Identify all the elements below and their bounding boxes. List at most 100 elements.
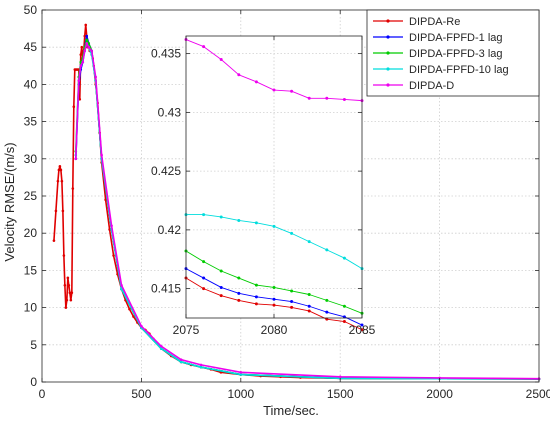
inset-point-dipda-fpfd-10-lag: [237, 218, 241, 222]
legend-marker-dipda-fpfd-3-lag: [386, 51, 390, 55]
main-point-dipda-re: [60, 179, 64, 183]
inset-point-dipda-d: [307, 96, 311, 100]
main-point-dipda-re: [112, 254, 115, 257]
inset-point-dipda-fpfd-1-lag: [307, 304, 311, 308]
y-axis-label: Velocity RMSE/(m/s): [2, 142, 17, 261]
inset-x-tick-label: 2085: [349, 323, 376, 337]
main-point-dipda-d: [94, 75, 97, 79]
main-point-dipda-d: [159, 344, 163, 348]
main-point-dipda-re: [104, 198, 107, 202]
main-point-dipda-re: [71, 187, 75, 190]
inset-point-dipda-re: [237, 298, 241, 302]
inset-y-tick-label: 0.43: [158, 105, 182, 119]
legend-label-dipda-fpfd-1-lag: DIPDA-FPFD-1 lag: [409, 32, 503, 44]
inset-point-dipda-fpfd-10-lag: [272, 224, 276, 228]
main-point-dipda-re: [57, 168, 61, 172]
main-point-dipda-d: [199, 363, 203, 367]
main-point-dipda-re: [132, 315, 135, 318]
main-point-dipda-re: [68, 291, 72, 295]
main-point-dipda-re: [63, 283, 67, 287]
main-point-dipda-d: [239, 371, 243, 374]
inset-point-dipda-d: [290, 89, 294, 93]
main-point-dipda-d: [438, 376, 441, 380]
main-point-dipda-re: [84, 23, 88, 27]
inset-x-tick-label: 2080: [261, 323, 288, 337]
legend: DIPDA-Re DIPDA-FPFD-1 lag DIPDA-FPFD-3 lag…: [366, 9, 540, 97]
legend-marker-dipda-fpfd-1-lag: [386, 35, 390, 39]
inset-point-dipda-fpfd-10-lag: [307, 240, 311, 244]
main-y-tick-label: 20: [24, 226, 38, 240]
inset-point-dipda-re: [272, 303, 276, 307]
legend-marker-dipda-d: [386, 83, 390, 87]
main-point-dipda-re: [80, 45, 84, 49]
inset-y-tick-label: 0.435: [151, 47, 181, 61]
main-y-tick-label: 30: [24, 152, 38, 166]
inset-x-tick-label: 2075: [173, 323, 200, 337]
main-y-tick-label: 5: [30, 338, 37, 352]
main-point-dipda-d: [100, 153, 103, 157]
main-point-dipda-re: [58, 164, 62, 168]
main-x-tick-label: 500: [131, 387, 151, 401]
main-point-dipda-re: [72, 105, 76, 109]
main-point-dipda-re: [54, 209, 58, 213]
main-point-dipda-re: [128, 307, 131, 311]
inset-point-dipda-fpfd-3-lag: [254, 283, 258, 287]
main-point-dipda-d: [79, 64, 83, 68]
main-point-dipda-d: [85, 42, 89, 45]
inset-point-dipda-re: [325, 317, 329, 321]
main-x-tick-label: 1000: [227, 387, 254, 401]
inset-plot: 2075 2080 2085 0.415 0.42 0.425 0.43 0.435: [151, 35, 376, 337]
inset-point-dipda-d: [342, 97, 346, 101]
main-point-dipda-fpfd-3-lag: [85, 38, 89, 42]
main-point-dipda-re: [64, 306, 68, 309]
inset-point-dipda-d: [237, 73, 241, 77]
main-point-dipda-re: [61, 209, 65, 213]
inset-point-dipda-re: [219, 294, 223, 298]
main-point-dipda-d: [83, 49, 87, 53]
main-point-dipda-re: [56, 179, 60, 183]
main-point-dipda-d: [120, 283, 123, 287]
main-point-dipda-re: [65, 298, 69, 302]
inset-y-tick-label: 0.425: [151, 164, 181, 178]
x-axis-label: Time/sec.: [263, 403, 319, 418]
legend-label-dipda-fpfd-3-lag: DIPDA-FPFD-3 lag: [409, 48, 503, 60]
inset-point-dipda-fpfd-3-lag: [237, 276, 241, 280]
inset-point-dipda-d: [254, 80, 258, 84]
inset-point-dipda-fpfd-3-lag: [342, 304, 346, 308]
inset-point-dipda-fpfd-1-lag: [219, 285, 223, 289]
inset-point-dipda-fpfd-10-lag: [202, 213, 206, 217]
main-y-tick-label: 10: [24, 301, 38, 315]
inset-point-dipda-re: [290, 305, 294, 309]
main-x-tick-label: 2500: [526, 387, 550, 401]
legend-label-dipda-fpfd-10-lag: DIPDA-FPFD-10 lag: [409, 64, 509, 76]
legend-marker-dipda-fpfd-10-lag: [386, 67, 390, 71]
legend-marker-dipda-re: [386, 19, 390, 23]
legend-label-dipda-d: DIPDA-D: [409, 80, 454, 92]
inset-point-dipda-d: [219, 58, 223, 61]
main-point-dipda-fpfd-10-lag: [199, 365, 203, 369]
main-point-dipda-re: [83, 34, 87, 38]
main-point-dipda-re: [62, 254, 66, 257]
main-y-tick-label: 0: [30, 375, 37, 389]
main-point-dipda-d: [338, 375, 342, 379]
main-point-dipda-d: [77, 79, 81, 82]
inset-point-dipda-fpfd-1-lag: [290, 300, 294, 304]
inset-point-dipda-fpfd-3-lag: [307, 293, 311, 296]
main-point-dipda-re: [67, 283, 71, 287]
main-point-dipda-re: [79, 53, 83, 56]
inset-point-dipda-re: [254, 302, 258, 306]
inset-point-dipda-fpfd-10-lag: [342, 256, 346, 260]
inset-point-dipda-fpfd-10-lag: [325, 248, 329, 252]
main-x-tick-label: 0: [39, 387, 46, 401]
main-y-tick-label: 50: [24, 3, 38, 17]
inset-point-dipda-fpfd-1-lag: [325, 310, 329, 314]
main-series-dipda-d: [75, 42, 540, 380]
main-point-dipda-fpfd-10-lag: [159, 347, 163, 350]
inset-point-dipda-fpfd-1-lag: [342, 315, 346, 319]
main-point-dipda-d: [81, 60, 85, 64]
inset-point-dipda-fpfd-3-lag: [272, 285, 276, 289]
inset-point-dipda-fpfd-1-lag: [272, 297, 276, 301]
inset-point-dipda-re: [202, 287, 206, 291]
main-y-tick-label: 45: [24, 40, 38, 54]
main-y-tick-label: 25: [24, 189, 38, 203]
